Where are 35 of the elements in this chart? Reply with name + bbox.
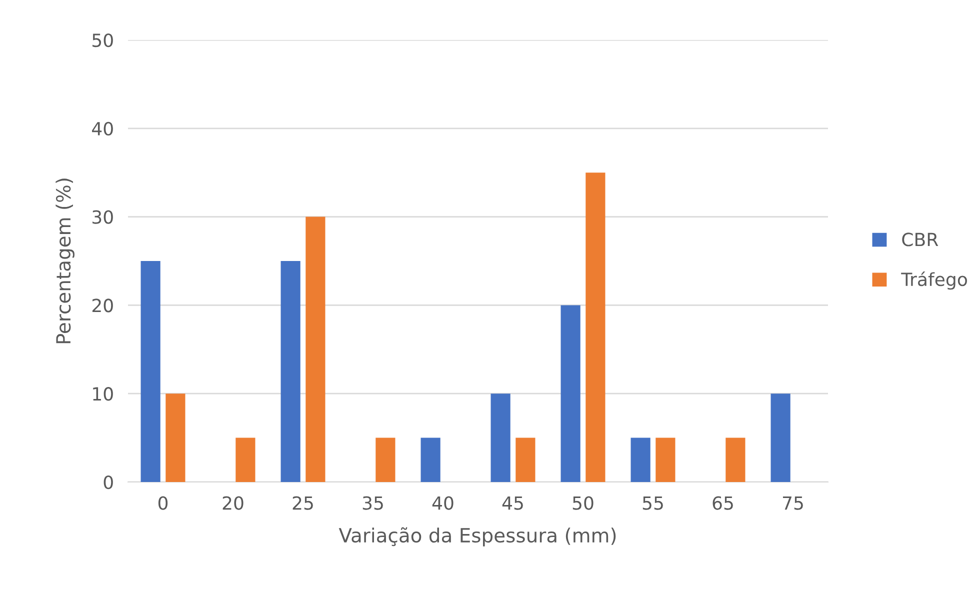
- legend-label: CBR: [902, 232, 938, 246]
- x-tick-label: 65: [712, 496, 733, 510]
- bar: [586, 172, 606, 482]
- x-tick-label: 25: [292, 496, 313, 510]
- x-tick-label: 75: [782, 496, 803, 510]
- x-tick-label: 55: [642, 496, 663, 510]
- x-axis-title: Variação da Espessura (mm): [338, 527, 616, 546]
- y-axis-title: Percentagem (%): [56, 178, 74, 344]
- x-tick-label: 0: [158, 496, 168, 510]
- x-tick-label: 35: [362, 496, 383, 510]
- x-tick-label: 45: [502, 496, 523, 510]
- x-tick-label: 20: [222, 496, 244, 510]
- x-tick-label: 40: [432, 496, 454, 510]
- bar: [516, 438, 536, 482]
- y-tick-label: 50: [92, 33, 113, 48]
- bar: [420, 438, 440, 482]
- bar: [140, 261, 160, 482]
- y-tick-label: 0: [104, 475, 113, 490]
- bar: [770, 394, 790, 482]
- bar: [376, 438, 396, 482]
- x-tick-label: 50: [572, 496, 594, 510]
- y-tick-label: 10: [93, 387, 113, 401]
- bar: [560, 305, 580, 482]
- bar: [490, 394, 510, 482]
- y-tick-label: 40: [92, 122, 113, 136]
- y-tick-label: 20: [92, 298, 113, 312]
- legend-label: Tráfego: [901, 271, 967, 290]
- bar: [630, 438, 650, 482]
- y-tick-label: 30: [92, 210, 113, 224]
- bar: [280, 261, 300, 482]
- bar: [306, 216, 326, 482]
- bar: [166, 394, 186, 482]
- bar: [726, 438, 746, 482]
- bar: [236, 438, 256, 482]
- bar: [656, 438, 676, 482]
